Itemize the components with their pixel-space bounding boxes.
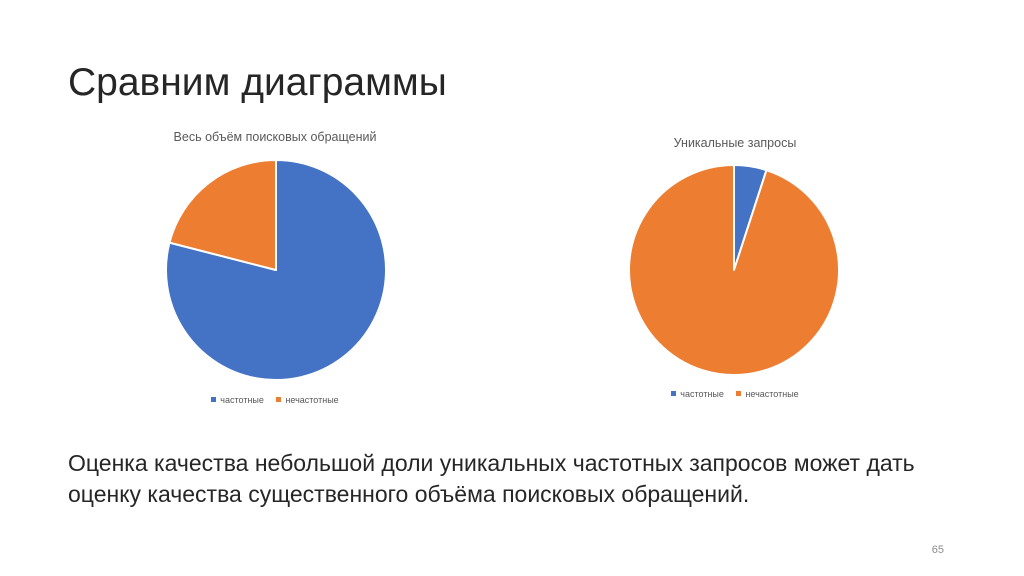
legend-label: частотные (680, 389, 724, 399)
page-number: 65 (931, 544, 944, 556)
pie-svg (165, 159, 388, 381)
legend-swatch (276, 397, 282, 403)
chart-title: Весь объём поисковых обращений (173, 130, 377, 144)
legend-swatch (736, 391, 742, 397)
slide-body-text: Оценка качества небольшой доли уникальны… (68, 450, 915, 508)
pie-slice-infrequent (168, 159, 277, 271)
chart-legend: частотные нечастотные (110, 395, 440, 405)
legend-label: частотные (220, 395, 264, 405)
chart-title: Уникальные запросы (673, 136, 797, 150)
legend-swatch (671, 391, 677, 397)
legend-swatch (211, 397, 217, 403)
legend-item-frequent: частотные (671, 389, 724, 399)
legend-label: нечастотные (285, 395, 339, 405)
slide-title: Сравним диаграммы (68, 61, 447, 104)
legend-item-infrequent: нечастотные (276, 395, 339, 405)
pie-chart-unique-queries: Уникальные запросы частотные нечастотные (580, 126, 890, 411)
pie-svg (628, 164, 840, 376)
pie-slice-infrequent (628, 164, 840, 376)
legend-item-infrequent: нечастотные (736, 389, 799, 399)
legend-item-frequent: частотные (211, 395, 264, 405)
pie-chart-total-volume: Весь объём поисковых обращений частотные… (110, 118, 440, 418)
chart-legend: частотные нечастотные (580, 389, 890, 399)
legend-label: нечастотные (745, 389, 799, 399)
